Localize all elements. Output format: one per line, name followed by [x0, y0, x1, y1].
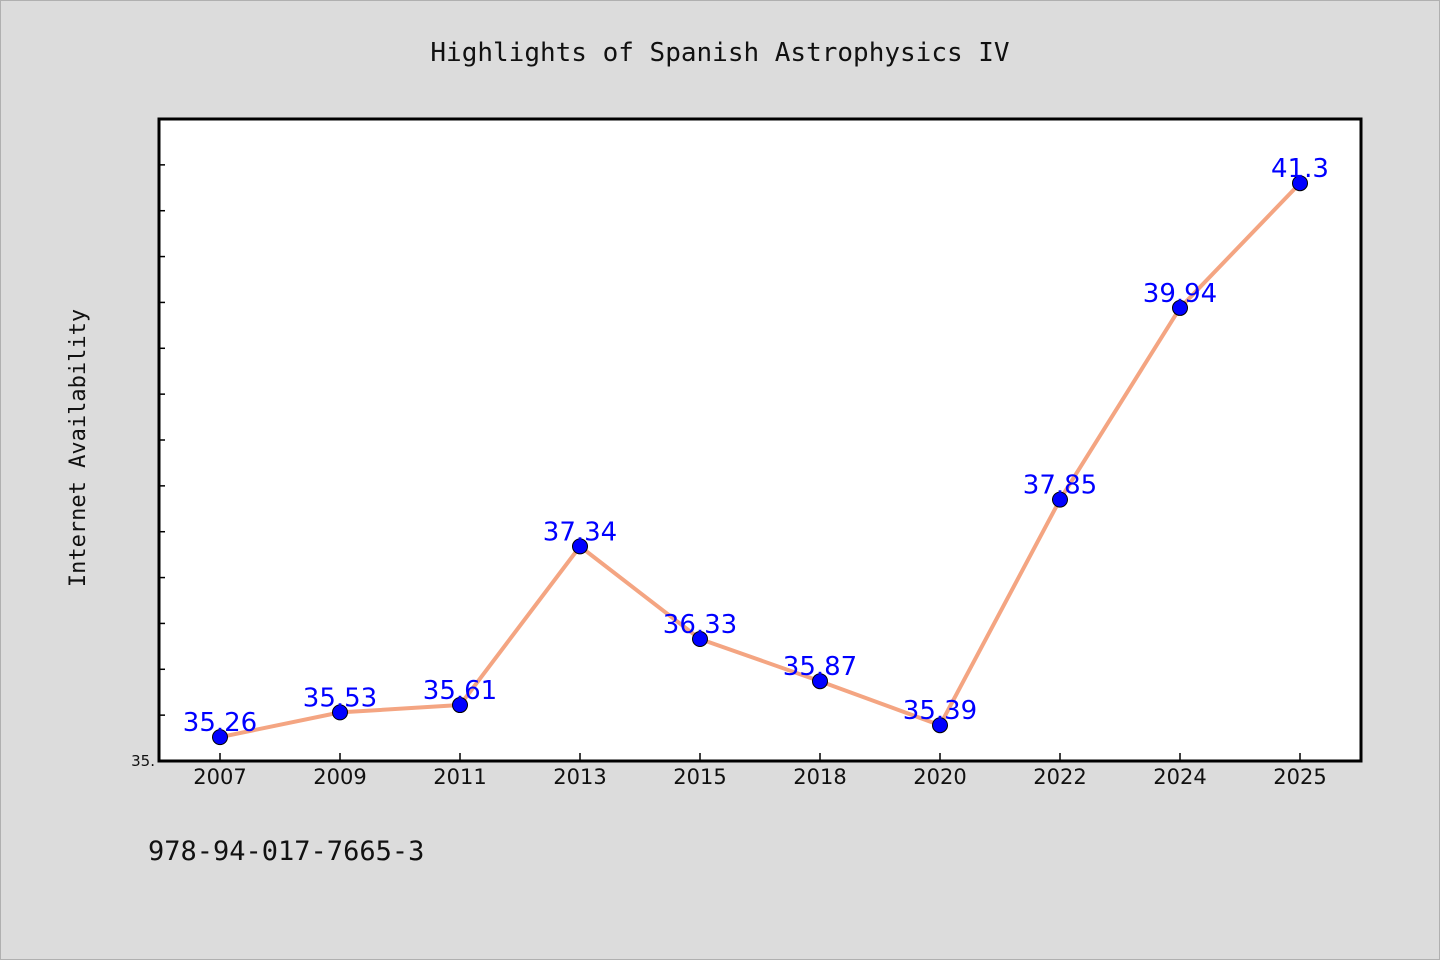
data-point	[1172, 299, 1188, 316]
x-tick-label: 2009	[313, 765, 366, 789]
data-series: 35.26 35.53 35.61 37.34 36.33 35.87 35.39 37.85…	[183, 154, 1329, 746]
data-label: 36.33	[663, 610, 737, 640]
data-point	[1052, 491, 1068, 508]
y-axis-ticks: 35.	[131, 118, 165, 770]
y-axis-label: Internet Availability	[66, 309, 91, 587]
data-point	[452, 697, 468, 714]
data-point	[212, 729, 228, 746]
data-label: 37.85	[1023, 471, 1097, 501]
isbn-text: 978-94-017-7665-3	[148, 836, 425, 867]
x-tick-label: 2015	[673, 765, 726, 789]
x-tick-label: 2020	[913, 765, 966, 789]
x-tick-label: 2024	[1153, 765, 1206, 789]
data-label: 39.94	[1143, 279, 1217, 309]
plot-area	[157, 117, 1363, 763]
data-point	[932, 717, 948, 734]
y-tick-label: 35.	[131, 752, 155, 770]
x-tick-label: 2007	[193, 765, 246, 789]
series-line	[219, 181, 1302, 740]
data-point	[572, 538, 588, 555]
data-label: 35.26	[183, 708, 257, 738]
x-axis-ticks: 2007 2009 2011 2013 2015 2018 2020 2022 2024 2025	[193, 753, 1327, 789]
data-label: 35.61	[423, 676, 497, 706]
data-label: 37.34	[543, 517, 617, 547]
data-label: 35.53	[303, 683, 377, 713]
x-tick-label: 2025	[1273, 765, 1326, 789]
data-point	[812, 673, 828, 690]
data-point	[692, 631, 708, 648]
data-point	[1292, 175, 1308, 192]
x-tick-label: 2022	[1033, 765, 1086, 789]
data-label: 35.39	[903, 696, 977, 726]
x-tick-label: 2011	[433, 765, 486, 789]
data-point	[332, 704, 348, 721]
data-label: 41.3	[1271, 154, 1329, 184]
data-label: 35.87	[783, 652, 857, 682]
x-tick-label: 2013	[553, 765, 606, 789]
chart-title: Highlights of Spanish Astrophysics IV	[430, 38, 1009, 68]
x-tick-label: 2018	[793, 765, 846, 789]
